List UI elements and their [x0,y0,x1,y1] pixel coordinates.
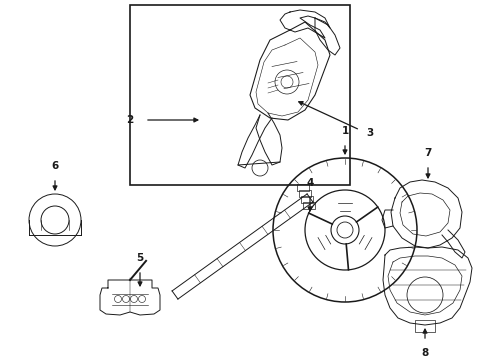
Text: 5: 5 [136,253,144,263]
Bar [303,202,315,209]
Bar [415,320,435,332]
Bar [301,196,313,203]
Text: 6: 6 [51,161,59,171]
Text: 8: 8 [421,348,429,358]
Text: 1: 1 [342,126,348,136]
Text: 7: 7 [424,148,432,158]
Text: 4: 4 [306,178,314,188]
Text: 2: 2 [126,115,133,125]
Bar [297,184,309,191]
Bar [130,5,350,185]
Bar [299,190,311,197]
Text: 3: 3 [366,128,373,138]
